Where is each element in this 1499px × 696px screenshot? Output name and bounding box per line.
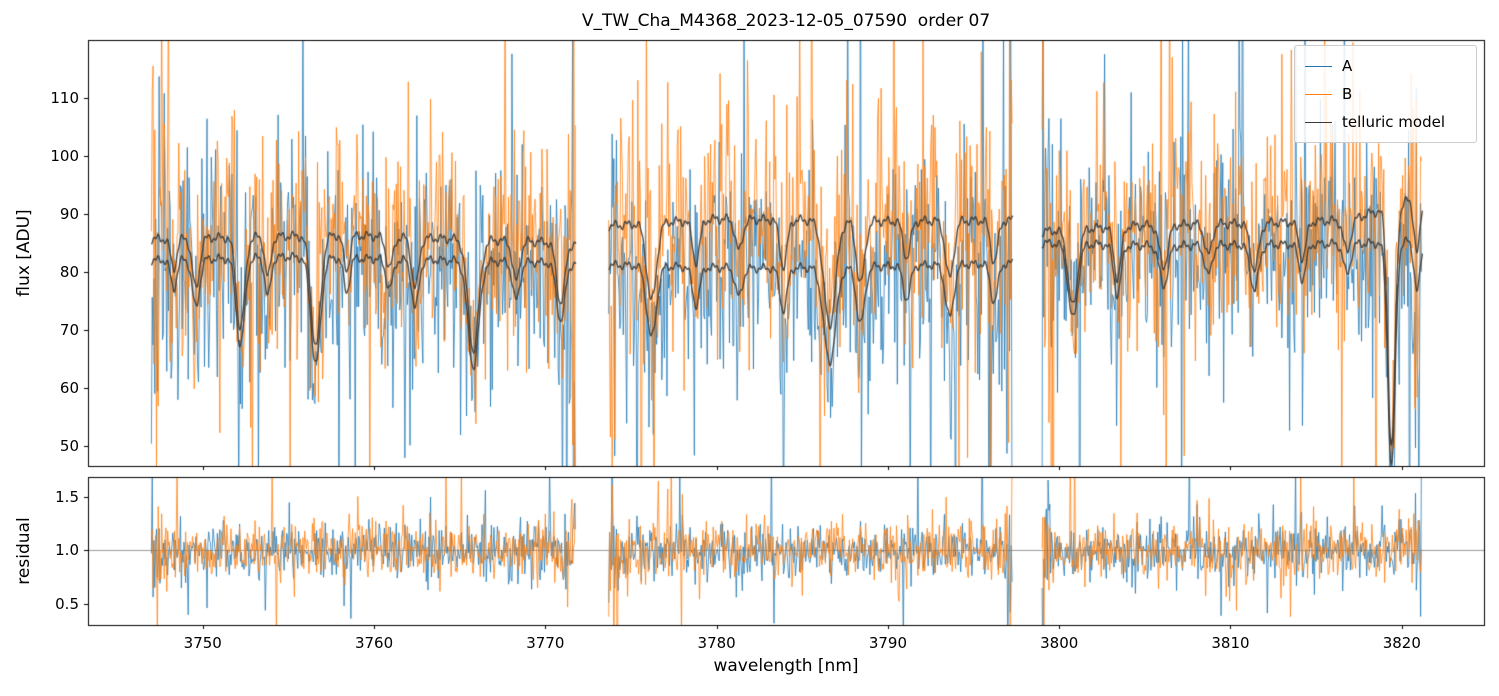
- flux-tick-label: 80: [59, 262, 79, 281]
- legend-label-b: B: [1342, 85, 1353, 103]
- residual-tick-label: 1.5: [55, 488, 79, 507]
- legend: A B telluric model: [1294, 45, 1477, 143]
- legend-item-a: A: [1305, 52, 1466, 80]
- residual-tick-label: 1.0: [55, 541, 79, 560]
- x-tick-label: 3760: [354, 634, 394, 652]
- x-tick-label: 3750: [183, 634, 222, 652]
- legend-line-telluric-icon: [1305, 121, 1332, 123]
- flux-tick-label: 60: [59, 379, 79, 398]
- x-tick-label: 3810: [1211, 634, 1250, 652]
- residual-axis-label: residual: [14, 517, 34, 585]
- x-tick-label: 3800: [1040, 634, 1079, 652]
- legend-label-a: A: [1342, 57, 1353, 75]
- flux-tick-label: 90: [59, 204, 79, 223]
- flux-tick-label: 70: [59, 321, 79, 339]
- flux-tick-label: 110: [50, 88, 79, 107]
- x-tick-label: 3780: [697, 634, 736, 652]
- legend-line-a-icon: [1305, 65, 1332, 67]
- legend-line-b-icon: [1305, 93, 1332, 95]
- x-tick-label: 3790: [868, 634, 907, 652]
- chart-title: V_TW_Cha_M4368_2023-12-05_07590 order 07: [581, 11, 991, 31]
- flux-tick-label: 50: [59, 437, 79, 456]
- legend-item-b: B: [1305, 80, 1466, 108]
- flux-tick-label: 100: [50, 146, 79, 165]
- residual-tick-label: 0.5: [55, 594, 79, 613]
- legend-label-telluric: telluric model: [1342, 113, 1446, 131]
- x-tick-label: 3770: [526, 634, 565, 652]
- flux-axis-label: flux [ADU]: [14, 209, 34, 297]
- legend-item-telluric-model: telluric model: [1305, 108, 1466, 136]
- x-axis-label: wavelength [nm]: [713, 656, 859, 676]
- x-tick-label: 3820: [1382, 634, 1421, 652]
